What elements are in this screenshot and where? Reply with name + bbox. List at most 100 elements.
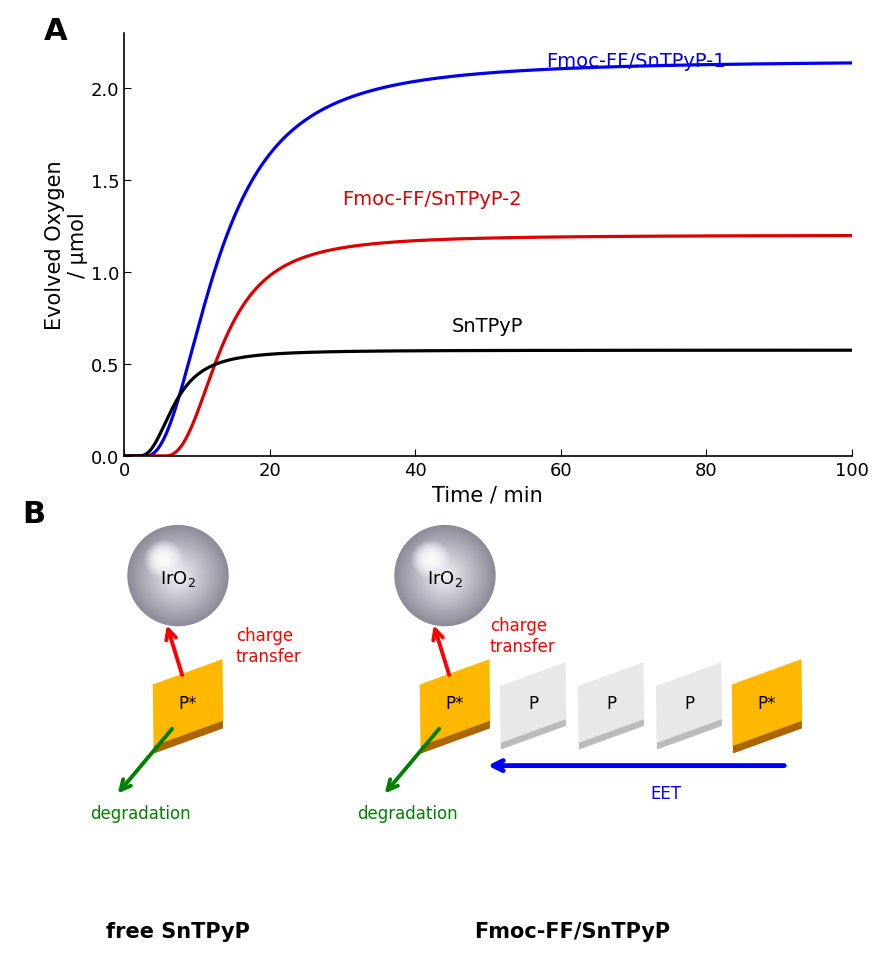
Circle shape [136, 534, 219, 617]
Circle shape [143, 541, 213, 611]
Circle shape [170, 569, 185, 583]
Circle shape [419, 549, 442, 572]
Circle shape [403, 534, 486, 617]
Circle shape [397, 529, 492, 624]
Polygon shape [500, 664, 564, 742]
Text: Fmoc-FF/SnTPyP-2: Fmoc-FF/SnTPyP-2 [342, 189, 522, 209]
Circle shape [424, 554, 466, 597]
Circle shape [160, 556, 167, 564]
Circle shape [136, 533, 221, 619]
Circle shape [172, 570, 184, 582]
Circle shape [402, 533, 487, 619]
Circle shape [411, 542, 478, 609]
Text: EET: EET [649, 784, 680, 801]
Circle shape [422, 552, 439, 569]
Text: P: P [527, 694, 538, 712]
Circle shape [430, 561, 460, 591]
Circle shape [431, 562, 458, 590]
Circle shape [400, 532, 488, 620]
Circle shape [412, 544, 477, 608]
Circle shape [148, 546, 207, 606]
Circle shape [158, 554, 170, 566]
Circle shape [145, 544, 210, 608]
Circle shape [394, 526, 494, 626]
Circle shape [146, 542, 182, 578]
Circle shape [161, 557, 167, 562]
Circle shape [160, 558, 195, 594]
Polygon shape [656, 664, 720, 742]
Text: IrO$_2$: IrO$_2$ [427, 568, 462, 588]
Circle shape [411, 541, 449, 579]
Circle shape [152, 549, 175, 572]
Text: P: P [683, 694, 693, 712]
Circle shape [405, 536, 485, 616]
Circle shape [425, 554, 436, 565]
Circle shape [159, 557, 197, 595]
Circle shape [413, 545, 476, 607]
Circle shape [427, 556, 434, 564]
Circle shape [138, 536, 218, 616]
Circle shape [420, 550, 440, 570]
Circle shape [157, 554, 199, 597]
Circle shape [424, 556, 464, 596]
Circle shape [142, 540, 214, 612]
Text: Fmoc-FF/SnTPyP: Fmoc-FF/SnTPyP [473, 921, 669, 941]
Text: free SnTPyP: free SnTPyP [106, 921, 250, 941]
Circle shape [164, 562, 191, 590]
Circle shape [152, 551, 203, 601]
Circle shape [140, 538, 215, 613]
Circle shape [151, 549, 206, 604]
Circle shape [155, 554, 200, 599]
Circle shape [418, 550, 470, 603]
Circle shape [408, 540, 481, 612]
Circle shape [139, 537, 216, 615]
Polygon shape [501, 719, 564, 749]
Circle shape [147, 544, 180, 577]
Circle shape [175, 574, 180, 579]
X-axis label: Time / min: Time / min [432, 485, 542, 505]
Circle shape [413, 542, 448, 578]
Circle shape [133, 531, 222, 621]
Circle shape [416, 545, 446, 576]
Circle shape [155, 552, 173, 569]
Circle shape [406, 537, 483, 615]
Polygon shape [420, 661, 489, 745]
Polygon shape [579, 719, 642, 749]
Circle shape [149, 547, 206, 604]
Circle shape [434, 566, 455, 586]
Circle shape [169, 567, 187, 584]
Text: B: B [22, 499, 45, 528]
Circle shape [144, 542, 212, 609]
Circle shape [424, 554, 437, 566]
Text: IrO$_2$: IrO$_2$ [159, 568, 196, 588]
Text: P*: P* [757, 694, 775, 712]
Circle shape [427, 558, 462, 594]
Polygon shape [421, 720, 489, 752]
Text: P*: P* [179, 694, 197, 712]
Text: P*: P* [446, 694, 463, 712]
Circle shape [144, 541, 183, 579]
Text: charge
transfer: charge transfer [236, 627, 301, 665]
Text: degradation: degradation [356, 803, 457, 822]
Text: charge
transfer: charge transfer [489, 617, 556, 655]
Circle shape [416, 547, 473, 604]
Circle shape [428, 557, 433, 562]
Circle shape [174, 572, 182, 579]
Circle shape [156, 553, 171, 568]
Circle shape [428, 559, 461, 592]
Polygon shape [657, 719, 720, 749]
Circle shape [426, 557, 463, 595]
Circle shape [152, 548, 176, 573]
Text: SnTPyP: SnTPyP [451, 316, 522, 335]
Circle shape [152, 550, 204, 603]
Circle shape [149, 545, 179, 576]
Circle shape [132, 530, 224, 622]
Circle shape [130, 529, 225, 624]
Polygon shape [578, 664, 642, 742]
Circle shape [128, 526, 228, 626]
Text: degradation: degradation [89, 803, 190, 822]
Circle shape [429, 558, 431, 561]
Circle shape [439, 570, 451, 582]
Circle shape [415, 546, 475, 606]
Circle shape [440, 572, 448, 579]
